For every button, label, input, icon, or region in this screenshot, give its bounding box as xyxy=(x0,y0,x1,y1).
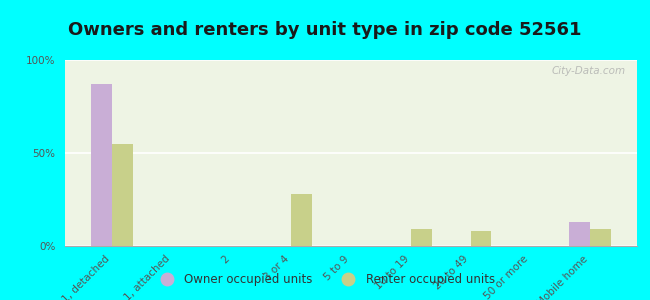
Bar xyxy=(569,222,590,246)
Bar xyxy=(471,231,491,246)
Text: Owners and renters by unit type in zip code 52561: Owners and renters by unit type in zip c… xyxy=(68,21,582,39)
Bar xyxy=(411,229,432,246)
Bar xyxy=(91,84,112,246)
Legend: Owner occupied units, Renter occupied units: Owner occupied units, Renter occupied un… xyxy=(150,269,500,291)
Bar xyxy=(291,194,312,246)
Bar xyxy=(112,144,133,246)
Text: City-Data.com: City-Data.com xyxy=(551,66,625,76)
Bar xyxy=(590,229,611,246)
